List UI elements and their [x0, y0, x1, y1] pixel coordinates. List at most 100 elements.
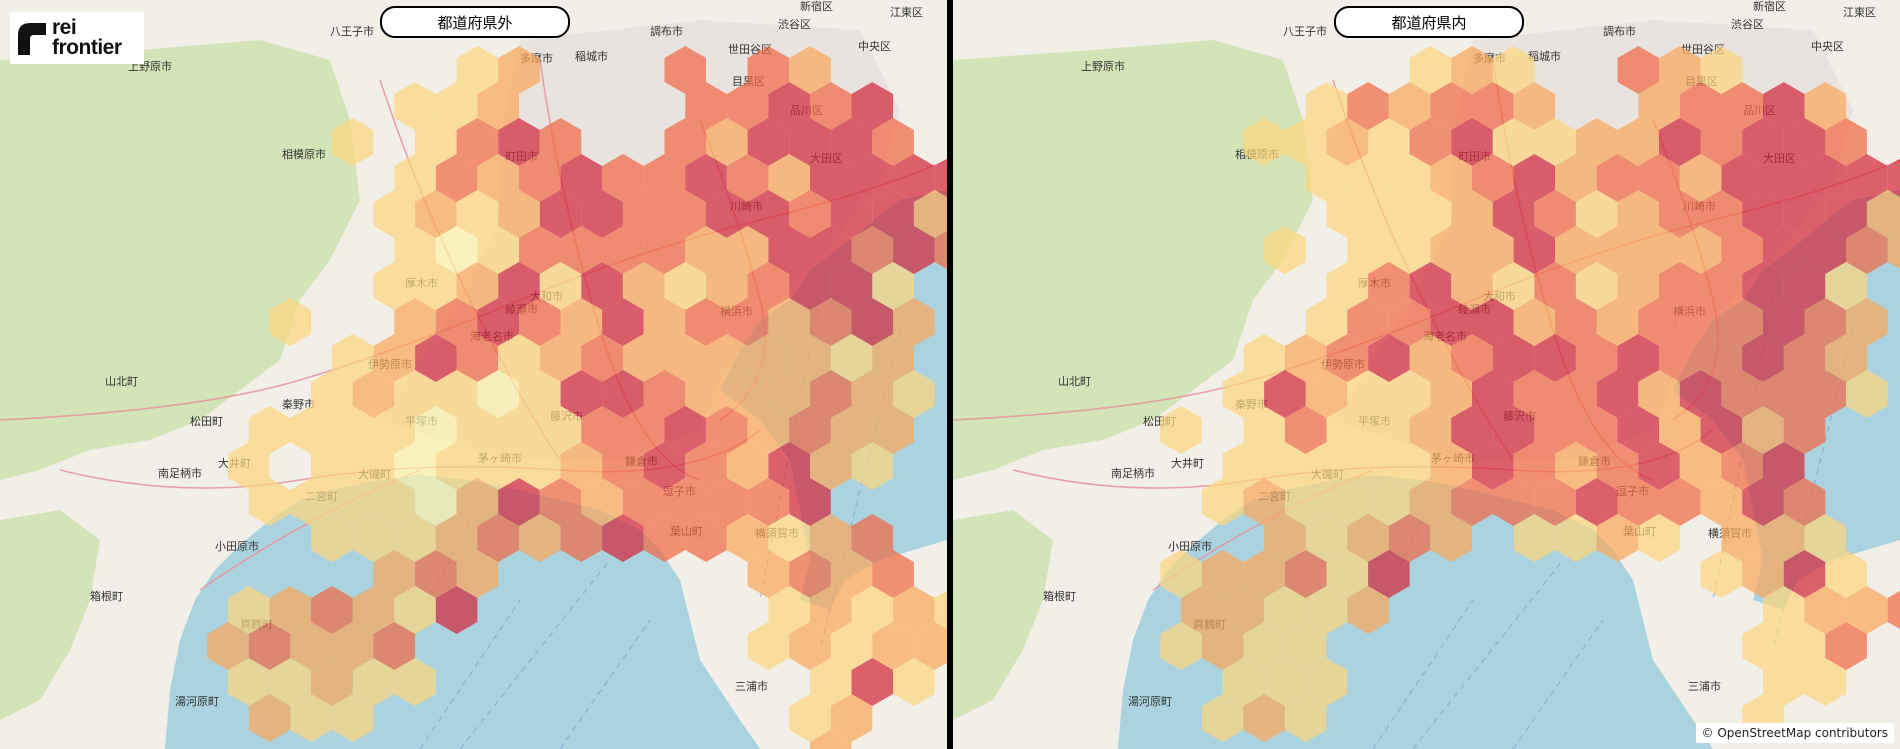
hexbin-cell[interactable] [1305, 298, 1348, 346]
hexbin-cell[interactable] [560, 298, 603, 346]
hexbin-cell[interactable] [622, 190, 665, 238]
hexbin-cell[interactable] [1763, 586, 1805, 634]
hexbin-cell[interactable] [394, 658, 436, 706]
hexbin-cell[interactable] [1825, 334, 1867, 382]
hexbin-cell[interactable] [747, 118, 790, 166]
hexbin-cell[interactable] [477, 298, 519, 346]
hexbin-cell[interactable] [1846, 586, 1888, 634]
hexbin-cell[interactable] [1201, 694, 1244, 742]
hexbin-cell[interactable] [1492, 46, 1535, 94]
hexbin-cell[interactable] [539, 334, 582, 382]
hexbin-cell[interactable] [1472, 82, 1514, 130]
hexbin-cell[interactable] [1825, 118, 1867, 166]
hexbin-cell[interactable] [1846, 226, 1888, 274]
hexbin-cell[interactable] [1409, 478, 1452, 526]
hexbin-cell[interactable] [1596, 154, 1639, 202]
hexbin-cell[interactable] [1783, 190, 1826, 238]
hexbin-cell[interactable] [228, 442, 270, 490]
hexbin-cell[interactable] [415, 406, 457, 454]
hexbin-cell[interactable] [581, 262, 623, 310]
hexbin-cell[interactable] [207, 622, 249, 670]
hexbin-cell[interactable] [519, 298, 561, 346]
hexbin-cell[interactable] [394, 82, 436, 130]
hexbin-cell[interactable] [1742, 118, 1784, 166]
hexbin-cell[interactable] [435, 298, 478, 346]
hexbin-cell[interactable] [1243, 334, 1285, 382]
hexbin-cell[interactable] [1284, 694, 1327, 742]
hexbin-cell[interactable] [373, 478, 416, 526]
hexbin-cell[interactable] [1679, 226, 1722, 274]
hexbin-cell[interactable] [1305, 370, 1348, 418]
hexbin-cell[interactable] [726, 442, 769, 490]
hexbin-cell[interactable] [1700, 118, 1743, 166]
hexbin-cell[interactable] [664, 334, 707, 382]
hexbin-cell[interactable] [622, 478, 665, 526]
hexbin-cell[interactable] [851, 226, 894, 274]
hexbin-cell[interactable] [352, 586, 395, 634]
hexbin-cell[interactable] [498, 262, 540, 310]
hexbin-cell[interactable] [539, 406, 582, 454]
hexbin-cell[interactable] [331, 694, 374, 742]
hexbin-cell[interactable] [810, 370, 852, 418]
hexbin-cell[interactable] [581, 406, 623, 454]
hexbin-cell[interactable] [726, 298, 769, 346]
hexbin-cell[interactable] [1243, 622, 1285, 670]
hexbin-cell[interactable] [1825, 622, 1867, 670]
hexbin-cell[interactable] [1201, 622, 1244, 670]
hexbin-cell[interactable] [1763, 298, 1805, 346]
hexbin-cell[interactable] [1721, 226, 1763, 274]
hexbin-cell[interactable] [1742, 622, 1784, 670]
hexbin-cell[interactable] [1617, 478, 1660, 526]
hexbin-cell[interactable] [1409, 262, 1452, 310]
hexbin-cell[interactable] [1575, 478, 1618, 526]
hexbin-cell[interactable] [685, 298, 727, 346]
hexbin-cell[interactable] [1430, 514, 1472, 562]
hexbin-cell[interactable] [1596, 370, 1639, 418]
hexbin-cell[interactable] [893, 154, 935, 202]
hexbin-cell[interactable] [1700, 406, 1743, 454]
hexbin-cell[interactable] [1659, 406, 1701, 454]
hexbin-cell[interactable] [456, 406, 499, 454]
hexbin-cell[interactable] [602, 370, 644, 418]
hexbin-cell[interactable] [1763, 82, 1805, 130]
hexbin-cell[interactable] [1783, 478, 1826, 526]
hexbin-cell[interactable] [1804, 154, 1847, 202]
hexbin-cell[interactable] [1451, 262, 1493, 310]
hexbin-cell[interactable] [934, 226, 947, 274]
hexbin-cell[interactable] [477, 514, 519, 562]
hexbin-cell[interactable] [830, 190, 873, 238]
hexbin-cell[interactable] [373, 334, 416, 382]
hexbin-cell[interactable] [435, 442, 478, 490]
hexbin-cell[interactable] [498, 190, 540, 238]
hexbin-cell[interactable] [1513, 442, 1556, 490]
hexbin-cell[interactable] [352, 442, 395, 490]
hexbin-cell[interactable] [810, 442, 852, 490]
hexbin-cell[interactable] [477, 226, 519, 274]
hexbin-cell[interactable] [789, 622, 831, 670]
hexbin-cell[interactable] [893, 298, 935, 346]
hexbin-cell[interactable] [1284, 478, 1327, 526]
hexbin-cell[interactable] [810, 586, 852, 634]
hexbin-cell[interactable] [810, 658, 852, 706]
map-panel-outside-prefecture[interactable]: 八王子市上野原市相模原市町田市多摩市稲城市世田谷区目黒区品川区渋谷区新宿区中央区… [0, 0, 947, 749]
hexbin-cell[interactable] [747, 478, 790, 526]
hexbin-cell[interactable] [1763, 658, 1805, 706]
hexbin-cell[interactable] [872, 118, 914, 166]
hexbin-cell[interactable] [851, 370, 894, 418]
hexbin-cell[interactable] [311, 370, 353, 418]
hexbin-cell[interactable] [913, 190, 947, 238]
hexbin-cell[interactable] [1575, 118, 1618, 166]
hexbin-cell[interactable] [726, 370, 769, 418]
hexbin-cell[interactable] [519, 154, 561, 202]
hexbin-cell[interactable] [1201, 550, 1244, 598]
hexbin-cell[interactable] [1742, 190, 1784, 238]
hexbin-cell[interactable] [1804, 82, 1847, 130]
hexbin-cell[interactable] [602, 226, 644, 274]
hexbin-cell[interactable] [1679, 298, 1722, 346]
hexbin-cell[interactable] [456, 334, 499, 382]
hexbin-cell[interactable] [685, 370, 727, 418]
hexbin-cell[interactable] [1347, 82, 1389, 130]
hexbin-cell[interactable] [1368, 478, 1410, 526]
hexbin-cell[interactable] [747, 622, 790, 670]
hexbin-cell[interactable] [1222, 586, 1265, 634]
